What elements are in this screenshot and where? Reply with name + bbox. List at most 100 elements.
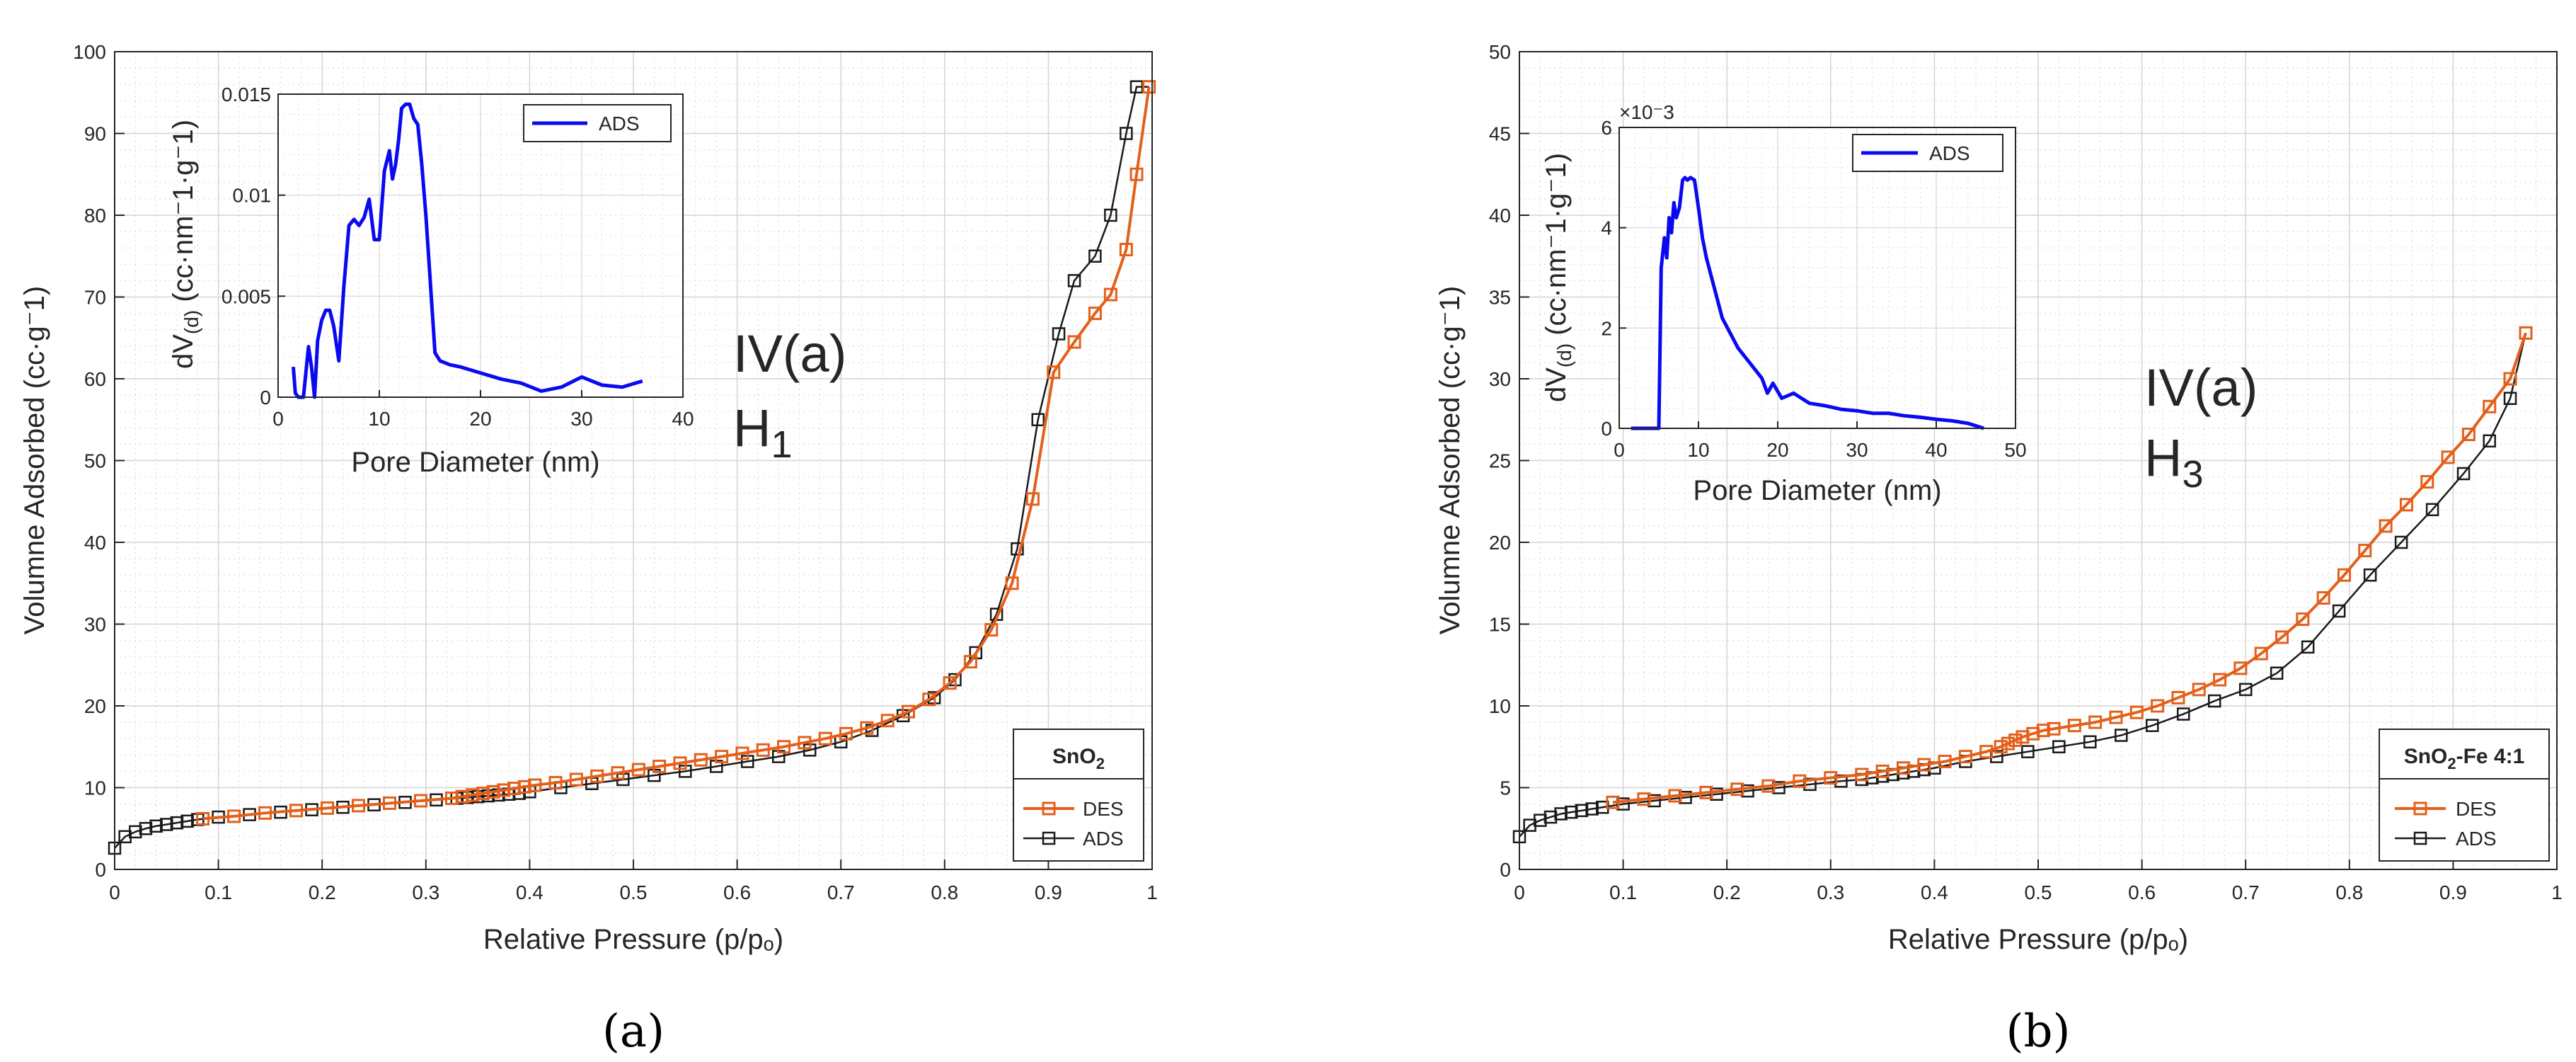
a-series-des-point xyxy=(860,721,874,735)
a-x-tick-label: 1 xyxy=(1146,881,1158,903)
b-series-ads-point xyxy=(2176,707,2190,721)
bi-y-tick-label: 2 xyxy=(1601,317,1612,339)
panel-b-legend-ads-label: ADS xyxy=(2456,828,2497,850)
panel-b-caption: (b) xyxy=(2006,1005,2071,1058)
b-series-ads-point xyxy=(1575,804,1589,818)
b-series-des-point xyxy=(2503,372,2517,386)
b-series-ads-point xyxy=(2021,745,2035,758)
b-series-ads-point xyxy=(1565,805,1578,819)
b-series-des-point xyxy=(1606,795,1620,809)
panel-a-series xyxy=(108,80,1156,855)
a-series-des-point xyxy=(1047,365,1061,379)
a-y-tick-label: 80 xyxy=(84,205,106,227)
a-y-tick-label: 90 xyxy=(84,123,106,145)
ai-x-tick-label: 0 xyxy=(272,408,284,430)
a-series-des-point xyxy=(943,676,957,690)
panel-a-isotherm-type: IV(a) xyxy=(733,324,846,383)
b-series-ads-point xyxy=(1543,810,1558,824)
panel-b-legend-des-marker xyxy=(2413,801,2427,816)
a-x-tick-label: 0.4 xyxy=(516,881,544,903)
a-series-des-point xyxy=(321,801,335,815)
panel-a-inset: 0 10 20 30 40 0 0.005 0.01 0.015 Pore Diameter … xyxy=(168,84,694,478)
panel-a-x-axis-label: Relative Pressure (p/pₒ) xyxy=(483,924,783,955)
b-y-tick-label: 45 xyxy=(1489,123,1511,145)
ai-y-tick-label: 0.005 xyxy=(222,285,271,307)
panel-a-legend-title: SnO2 xyxy=(1052,745,1105,772)
b-series-ads-point xyxy=(2301,640,2315,654)
panel-b-inset-x-ticks: 0 10 20 30 40 50 xyxy=(1614,421,2027,461)
a-series-des-point xyxy=(1067,335,1081,349)
b-series-des-point xyxy=(1824,771,1838,785)
panel-a-inset-x-axis-label: Pore Diameter (nm) xyxy=(351,447,599,478)
a-series-des-point xyxy=(1119,243,1133,257)
ai-x-tick-label: 40 xyxy=(672,408,694,430)
b-y-tick-label: 50 xyxy=(1489,41,1511,63)
b-series-des-point xyxy=(2379,519,2393,533)
panel-b-legend-title: SnO2-Fe 4:1 xyxy=(2404,745,2525,772)
b-x-tick-label: 0.7 xyxy=(2232,881,2260,903)
a-y-tick-label: 20 xyxy=(84,695,106,717)
a-series-des-point xyxy=(611,766,625,780)
b-y-tick-label: 20 xyxy=(1489,532,1511,554)
a-y-tick-label: 100 xyxy=(73,41,106,63)
b-series-des-point xyxy=(2129,705,2144,719)
a-x-tick-label: 0 xyxy=(109,881,120,903)
a-series-des-point xyxy=(798,736,812,750)
panel-b-series xyxy=(1512,326,2533,844)
a-series-des-point xyxy=(673,756,687,770)
b-series-ads-point xyxy=(2363,568,2377,582)
b-series-ads-point xyxy=(2146,719,2159,732)
a-series-des-point xyxy=(963,655,977,669)
b-series-des-point xyxy=(2001,736,2015,750)
panel-b-inset: 0 10 20 30 40 50 0 2 4 6 ×10⁻3 Pore Diameter (nm… xyxy=(1541,101,2027,506)
bi-y-tick-label: 0 xyxy=(1601,418,1612,440)
ai-series-ads-line xyxy=(291,102,643,399)
b-series-ads-point xyxy=(1534,813,1547,827)
bi-series-ads-line xyxy=(1631,176,1984,430)
b-series-des-point xyxy=(2337,568,2351,582)
panel-b-isotherm-type: IV(a) xyxy=(2144,358,2258,417)
b-x-tick-label: 0.5 xyxy=(2025,881,2052,903)
b-series-des-point xyxy=(2275,630,2289,644)
b-series-des-point xyxy=(2171,690,2185,704)
a-series-des-point xyxy=(258,806,272,820)
b-series-ads-point xyxy=(2332,604,2346,618)
a-series-ads-point xyxy=(170,816,184,830)
b-x-tick-label: 0.9 xyxy=(2439,881,2467,903)
b-series-des-point xyxy=(1699,785,1713,799)
panel-a-hysteresis-type: H1 xyxy=(733,399,793,466)
b-y-tick-label: 40 xyxy=(1489,205,1511,227)
b-series-des-point xyxy=(2399,498,2413,512)
a-y-tick-label: 70 xyxy=(84,287,106,309)
panel-b-inset-y-axis-label: dV(d) (cc·nm⁻1·g⁻1) xyxy=(1541,153,1575,402)
a-series-des-point xyxy=(694,753,708,767)
bi-y-tick-label: 6 xyxy=(1601,117,1612,139)
bi-x-tick-label: 0 xyxy=(1614,439,1625,461)
a-x-tick-label: 0.1 xyxy=(205,881,232,903)
panel-b: 0 0.1 0.2 0.3 0.4 0.5 0.6 0.7 0.8 0.9 1 0510152025… xyxy=(1434,41,2563,1058)
a-series-des-point xyxy=(735,746,749,760)
ai-y-tick-label: 0.015 xyxy=(222,84,271,105)
a-series-des-point xyxy=(382,796,396,810)
b-x-tick-label: 0 xyxy=(1514,881,1525,903)
b-series-des-point xyxy=(2088,715,2103,729)
a-x-tick-label: 0.9 xyxy=(1035,881,1062,903)
panel-b-legend: SnO2-Fe 4:1 DES ADS xyxy=(2379,729,2550,862)
panel-a-y-axis-label: Volumne Adsorbed (cc·g⁻1) xyxy=(19,286,50,634)
b-x-tick-label: 0.6 xyxy=(2128,881,2156,903)
b-x-tick-label: 0.3 xyxy=(1817,881,1844,903)
b-series-ads-point xyxy=(1585,802,1599,816)
a-y-tick-label: 60 xyxy=(84,368,106,390)
panel-a-legend-des-marker xyxy=(1042,801,1056,816)
a-series-des-point xyxy=(652,759,667,773)
a-series-des-point xyxy=(1142,80,1156,94)
bi-x-tick-label: 20 xyxy=(1766,439,1788,461)
a-series-ads-point xyxy=(1104,208,1117,222)
b-series-ads-point xyxy=(2503,392,2517,405)
a-series-ads-point xyxy=(1067,274,1081,287)
b-series-des-line xyxy=(1612,332,2527,804)
a-series-des-point xyxy=(839,726,853,741)
b-series-des-point xyxy=(2233,661,2248,675)
b-series-des-point xyxy=(2016,730,2030,744)
